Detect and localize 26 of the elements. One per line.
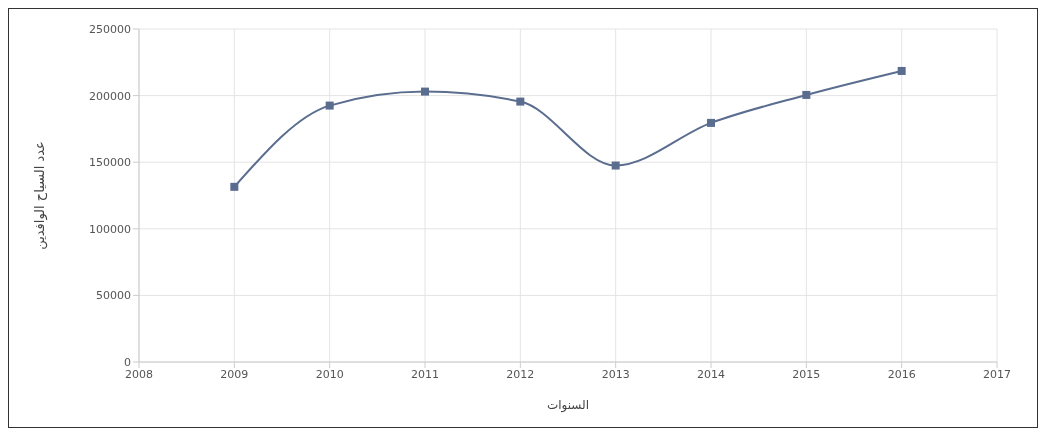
x-tick-label: 2010 [315,367,344,381]
point [325,101,334,110]
x-tick-label: 2014 [697,367,725,381]
x-axis-title: السنوات [546,398,590,413]
x-tick-label: 2016 [887,367,916,381]
point [897,66,906,75]
x-tick-label: 2011 [411,367,439,381]
x-tick-label: 2013 [601,367,630,381]
point [230,182,239,191]
x-tick-label: 2017 [983,367,1011,381]
point [802,90,811,99]
x-tick-label: 2012 [506,367,535,381]
y-tick-label: 150000 [89,156,131,170]
y-tick-label: 200000 [89,89,131,103]
x-tick-label: 2009 [220,367,249,381]
point [421,87,429,96]
point [611,161,620,170]
y-axis-title: عدد السياح الوافدين [31,141,48,250]
point [707,118,715,127]
y-tick-label: 0 [124,355,131,369]
y-tick-label: 100000 [89,222,131,236]
y-tick-label: 250000 [89,22,131,36]
y-tick-label: 50000 [96,289,131,303]
x-tick-label: 2008 [125,367,153,381]
point [516,97,525,106]
x-tick-label: 2015 [792,367,821,381]
